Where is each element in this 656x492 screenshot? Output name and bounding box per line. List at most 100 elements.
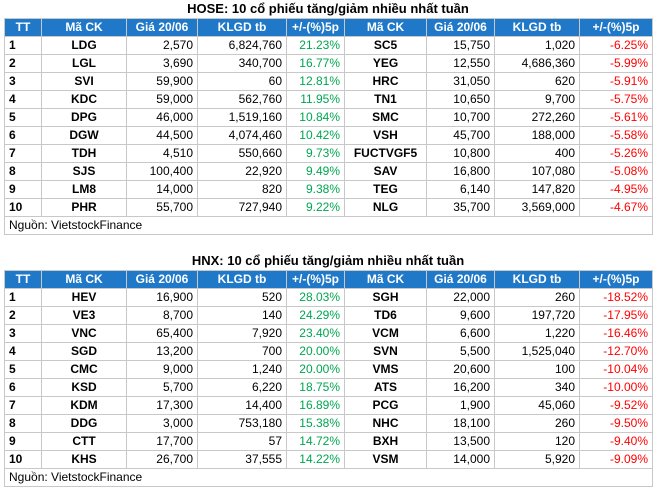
value-cell: -10.04% bbox=[579, 360, 653, 379]
rank: 4 bbox=[4, 342, 42, 361]
section-title: HNX: 10 cổ phiếu tăng/giảm nhiều nhất tu… bbox=[191, 253, 465, 268]
value-cell: 5,700 bbox=[126, 378, 198, 397]
header-row: TT Mã CK Giá 20/06 KLGD tb +/-(%)5p Mã CK Giá … bbox=[4, 270, 653, 289]
value-cell: 1,220 bbox=[494, 324, 580, 343]
value-cell: 550,660 bbox=[197, 144, 287, 163]
data-row: 4 KDC 59,000 562,760 11.95% TN1 10,650 9,700 -5.… bbox=[4, 90, 653, 109]
header-cell: Mã CK bbox=[41, 18, 127, 37]
value-cell: -12.70% bbox=[579, 342, 653, 361]
value-cell: 14,000 bbox=[126, 180, 198, 199]
value-cell: -9.40% bbox=[579, 432, 653, 451]
data-row: 6 KSD 5,700 6,220 18.75% ATS 16,200 340 -10.00% bbox=[4, 378, 653, 397]
value-cell: 20,600 bbox=[426, 360, 495, 379]
value-cell: 20.00% bbox=[286, 342, 345, 361]
header-cell: Mã CK bbox=[41, 270, 127, 289]
value-cell: 13,500 bbox=[426, 432, 495, 451]
value-cell: 3,569,000 bbox=[494, 198, 580, 217]
ticker: SMC bbox=[344, 108, 427, 127]
value-cell: -5.58% bbox=[579, 126, 653, 145]
value-cell: 44,500 bbox=[126, 126, 198, 145]
value-cell: 727,940 bbox=[197, 198, 287, 217]
data-row: 9 LM8 14,000 820 9.38% TEG 6,140 147,820 -4.95% bbox=[4, 180, 653, 199]
value-cell: 45,700 bbox=[426, 126, 495, 145]
value-cell: 6,600 bbox=[426, 324, 495, 343]
data-row: 2 LGL 3,690 340,700 16.77% YEG 12,550 4,686,360… bbox=[4, 54, 653, 73]
ticker: VCM bbox=[344, 324, 427, 343]
value-cell: 4,686,360 bbox=[494, 54, 580, 73]
value-cell: 59,000 bbox=[126, 90, 198, 109]
source: Nguồn: VietstockFinance bbox=[4, 468, 653, 487]
rank: 2 bbox=[4, 54, 42, 73]
data-row: 9 CTT 17,700 57 14.72% BXH 13,500 120 -9.40% bbox=[4, 432, 653, 451]
value-cell: 22,000 bbox=[426, 288, 495, 307]
value-cell: 5,920 bbox=[494, 450, 580, 469]
rank: 5 bbox=[4, 108, 42, 127]
ticker: PCG bbox=[344, 396, 427, 415]
ticker: LGL bbox=[41, 54, 127, 73]
value-cell: 100,400 bbox=[126, 162, 198, 181]
ticker: HEV bbox=[41, 288, 127, 307]
value-cell: 820 bbox=[197, 180, 287, 199]
header-cell: Giá 20/06 bbox=[126, 18, 198, 37]
value-cell: 13,200 bbox=[126, 342, 198, 361]
value-cell: 9.49% bbox=[286, 162, 345, 181]
value-cell: 10,800 bbox=[426, 144, 495, 163]
value-cell: 3,690 bbox=[126, 54, 198, 73]
value-cell: 1,020 bbox=[494, 36, 580, 55]
ticker: LDG bbox=[41, 36, 127, 55]
rank: 2 bbox=[4, 306, 42, 325]
value-cell: 35,700 bbox=[426, 198, 495, 217]
value-cell: 11.95% bbox=[286, 90, 345, 109]
value-cell: -16.46% bbox=[579, 324, 653, 343]
ticker: YEG bbox=[344, 54, 427, 73]
value-cell: 4,074,460 bbox=[197, 126, 287, 145]
stock-table: TT Mã CK Giá 20/06 KLGD tb +/-(%)5p Mã CK Giá … bbox=[4, 270, 653, 487]
value-cell: -5.91% bbox=[579, 72, 653, 91]
value-cell: 28.03% bbox=[286, 288, 345, 307]
ticker: KHS bbox=[41, 450, 127, 469]
header-cell: +/-(%)5p bbox=[579, 18, 653, 37]
value-cell: 620 bbox=[494, 72, 580, 91]
value-cell: 26,700 bbox=[126, 450, 198, 469]
value-cell: 340 bbox=[494, 378, 580, 397]
data-row: 4 SGD 13,200 700 20.00% SVN 5,500 1,525,040 -12.… bbox=[4, 342, 653, 361]
ticker: DGW bbox=[41, 126, 127, 145]
ticker: ATS bbox=[344, 378, 427, 397]
ticker: SVI bbox=[41, 72, 127, 91]
value-cell: 520 bbox=[197, 288, 287, 307]
value-cell: 16.89% bbox=[286, 396, 345, 415]
ticker: CTT bbox=[41, 432, 127, 451]
value-cell: 340,700 bbox=[197, 54, 287, 73]
value-cell: 7,920 bbox=[197, 324, 287, 343]
ticker: VE3 bbox=[41, 306, 127, 325]
ticker: PHR bbox=[41, 198, 127, 217]
value-cell: 4,510 bbox=[126, 144, 198, 163]
rank: 3 bbox=[4, 72, 42, 91]
value-cell: -9.09% bbox=[579, 450, 653, 469]
value-cell: 14.72% bbox=[286, 432, 345, 451]
value-cell: 17,300 bbox=[126, 396, 198, 415]
value-cell: 37,555 bbox=[197, 450, 287, 469]
value-cell: 60 bbox=[197, 72, 287, 91]
rank: 10 bbox=[4, 450, 42, 469]
stock-table: TT Mã CK Giá 20/06 KLGD tb +/-(%)5p Mã CK Giá … bbox=[4, 18, 653, 235]
value-cell: 12.81% bbox=[286, 72, 345, 91]
ticker: NHC bbox=[344, 414, 427, 433]
value-cell: 260 bbox=[494, 288, 580, 307]
value-cell: 9,700 bbox=[494, 90, 580, 109]
rank: 9 bbox=[4, 180, 42, 199]
ticker: SAV bbox=[344, 162, 427, 181]
value-cell: 31,050 bbox=[426, 72, 495, 91]
ticker: FUCTVGF5 bbox=[344, 144, 427, 163]
value-cell: 14,000 bbox=[426, 450, 495, 469]
value-cell: 10,650 bbox=[426, 90, 495, 109]
ticker: VSM bbox=[344, 450, 427, 469]
value-cell: 45,060 bbox=[494, 396, 580, 415]
value-cell: -5.61% bbox=[579, 108, 653, 127]
source-row: Nguồn: VietstockFinance bbox=[4, 468, 653, 487]
rank: 6 bbox=[4, 378, 42, 397]
data-row: 5 CMC 9,000 1,240 20.00% VMS 20,600 100 -10.04% bbox=[4, 360, 653, 379]
value-cell: 260 bbox=[494, 414, 580, 433]
